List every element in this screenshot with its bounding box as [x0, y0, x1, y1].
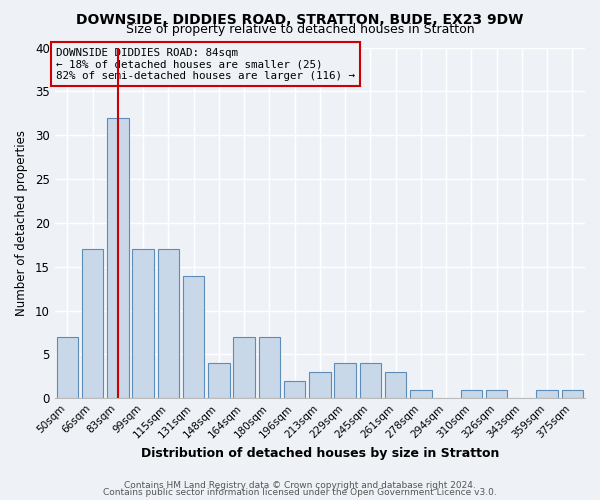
Bar — [158, 249, 179, 398]
Bar — [461, 390, 482, 398]
Text: DOWNSIDE, DIDDIES ROAD, STRATTON, BUDE, EX23 9DW: DOWNSIDE, DIDDIES ROAD, STRATTON, BUDE, … — [76, 12, 524, 26]
Bar — [334, 364, 356, 398]
Bar — [56, 337, 78, 398]
Bar — [359, 364, 381, 398]
Bar — [233, 337, 255, 398]
Bar — [410, 390, 431, 398]
Bar — [385, 372, 406, 398]
Y-axis label: Number of detached properties: Number of detached properties — [15, 130, 28, 316]
Bar — [82, 249, 103, 398]
Bar — [536, 390, 558, 398]
X-axis label: Distribution of detached houses by size in Stratton: Distribution of detached houses by size … — [140, 447, 499, 460]
Text: Size of property relative to detached houses in Stratton: Size of property relative to detached ho… — [125, 22, 475, 36]
Bar — [107, 118, 128, 398]
Bar — [284, 381, 305, 398]
Bar — [259, 337, 280, 398]
Text: Contains public sector information licensed under the Open Government Licence v3: Contains public sector information licen… — [103, 488, 497, 497]
Bar — [309, 372, 331, 398]
Bar — [562, 390, 583, 398]
Bar — [486, 390, 508, 398]
Bar — [208, 364, 230, 398]
Text: DOWNSIDE DIDDIES ROAD: 84sqm
← 18% of detached houses are smaller (25)
82% of se: DOWNSIDE DIDDIES ROAD: 84sqm ← 18% of de… — [56, 48, 355, 80]
Bar — [133, 249, 154, 398]
Bar — [183, 276, 205, 398]
Text: Contains HM Land Registry data © Crown copyright and database right 2024.: Contains HM Land Registry data © Crown c… — [124, 480, 476, 490]
